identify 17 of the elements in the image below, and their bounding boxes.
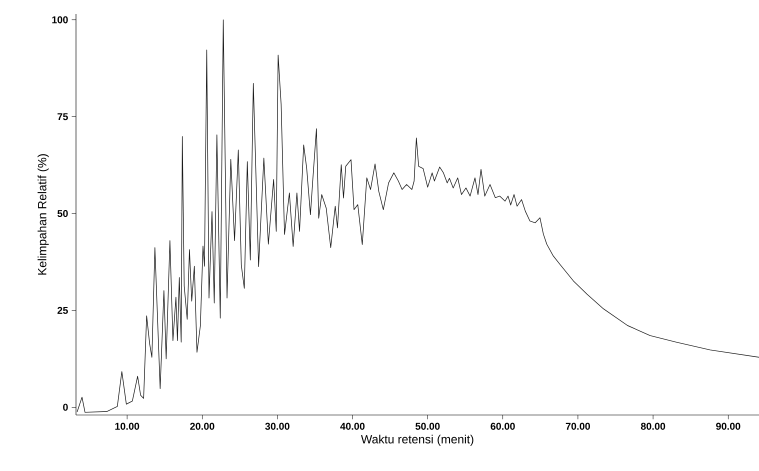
line-series bbox=[76, 19, 759, 413]
x-tick-label: 20.00 bbox=[190, 422, 214, 430]
x-tick-label: 40.00 bbox=[340, 422, 365, 430]
x-tick-label: 80.00 bbox=[640, 422, 666, 430]
x-tick-label: 60.00 bbox=[490, 422, 515, 430]
x-tick-label: 50.00 bbox=[415, 422, 440, 430]
x-axis-title: Waktu retensi (menit) bbox=[360, 434, 474, 446]
x-tick-label: 30.00 bbox=[265, 422, 290, 430]
x-tick-label: 10.00 bbox=[115, 422, 140, 430]
x-tick-label: 70.00 bbox=[566, 422, 590, 430]
x-tick-label: 90.00 bbox=[716, 422, 740, 430]
y-tick-label: 25 bbox=[57, 306, 68, 314]
y-tick-label: 75 bbox=[58, 113, 68, 120]
y-tick-label: 0 bbox=[63, 404, 68, 411]
y-tick-label: 100 bbox=[52, 16, 68, 24]
y-axis-title: Kelimpahan Relatif (%) bbox=[38, 154, 49, 275]
y-tick-label: 50 bbox=[57, 210, 68, 218]
